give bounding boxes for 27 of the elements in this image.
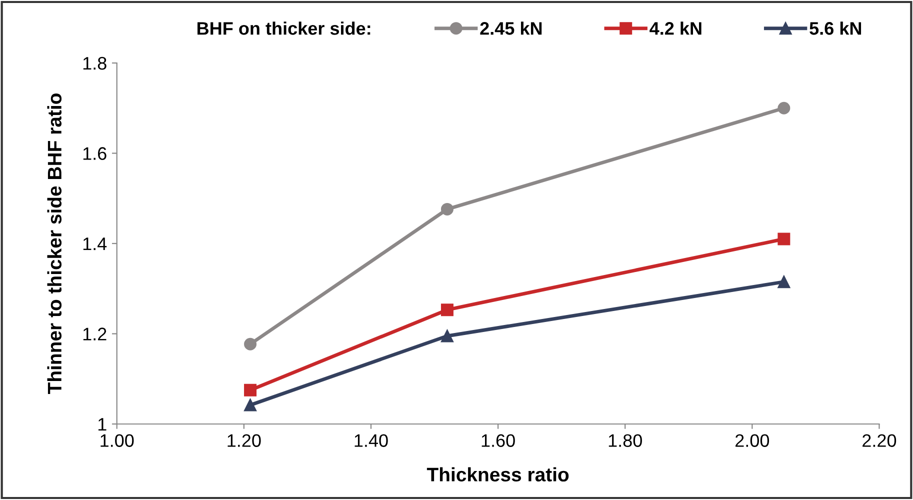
point (440, 304, 454, 316)
point (244, 338, 257, 350)
legend-label: 4.2 kN (650, 22, 702, 35)
point (244, 384, 257, 396)
y-tick-label: 1.4 (83, 238, 107, 250)
point (244, 398, 257, 412)
x-tick-label: 1.40 (354, 434, 388, 447)
x-tick-label: 1.00 (100, 434, 134, 447)
legend-label: 5.6 kN (810, 22, 862, 35)
y-tick-label: 1 (98, 418, 106, 431)
x-tick-label: 2.00 (736, 434, 770, 447)
legend-label: 2.45 kN (480, 22, 542, 35)
y-tick-label: 1.8 (83, 56, 106, 70)
x-tick-label: 1.20 (228, 434, 261, 447)
legend-title: BHF on thicker side: (198, 22, 370, 35)
x-tick-label: 2.20 (862, 434, 896, 447)
y-tick-label: 1.2 (83, 328, 106, 340)
point (440, 202, 454, 216)
y-tick-label: 1.6 (83, 147, 106, 160)
point (778, 102, 790, 114)
x-tick-label: 1.80 (608, 434, 642, 447)
x-tick-label: 1.60 (482, 434, 515, 447)
y-axis-title: Thinner to thicker side BHF ratio (47, 94, 62, 394)
point (440, 330, 454, 342)
point (778, 276, 790, 288)
point (778, 232, 790, 246)
x-axis-title: Thickness ratio (426, 467, 569, 482)
